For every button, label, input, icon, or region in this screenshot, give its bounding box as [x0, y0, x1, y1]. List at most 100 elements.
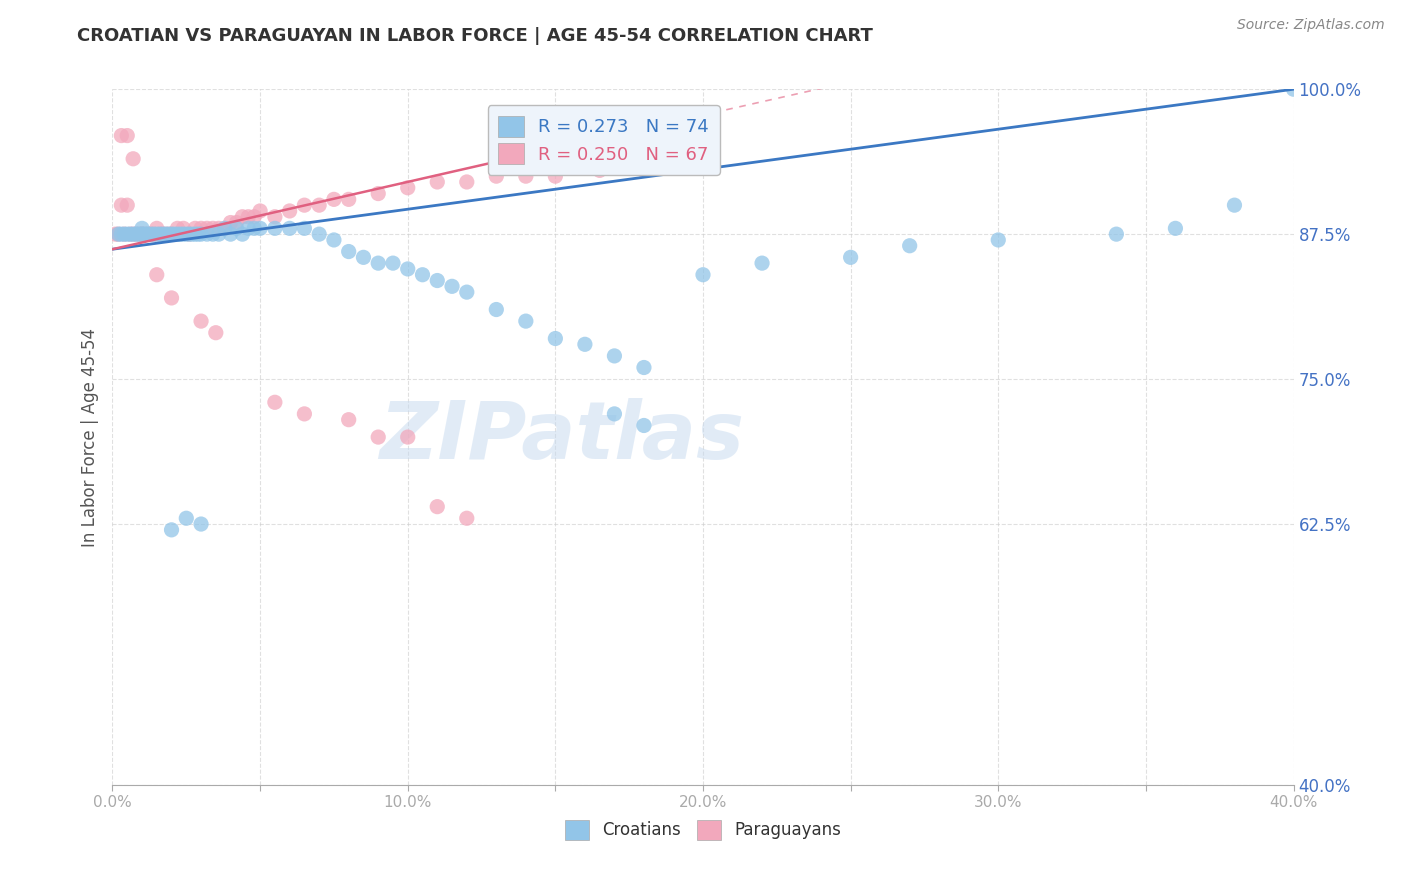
Point [122, 227, 145, 242]
Point [544, 332, 567, 346]
Text: ZIPatlas: ZIPatlas [378, 398, 744, 476]
Point [179, 227, 201, 242]
Point [190, 227, 212, 242]
Point [544, 169, 567, 184]
Point [181, 227, 204, 242]
Point [125, 227, 148, 242]
Point [128, 227, 150, 242]
Point [264, 395, 287, 409]
Point [131, 221, 153, 235]
Point [117, 198, 138, 212]
Text: CROATIAN VS PARAGUAYAN IN LABOR FORCE | AGE 45-54 CORRELATION CHART: CROATIAN VS PARAGUAYAN IN LABOR FORCE | … [77, 27, 873, 45]
Point [1164, 221, 1187, 235]
Point [160, 291, 183, 305]
Point [184, 227, 207, 242]
Point [243, 221, 266, 235]
Point [122, 227, 145, 242]
Point [131, 227, 153, 242]
Point [1282, 82, 1305, 96]
Point [120, 227, 142, 242]
Point [337, 413, 360, 427]
Point [157, 227, 180, 242]
Point [166, 221, 188, 235]
Point [131, 227, 153, 242]
Point [382, 256, 405, 270]
Point [323, 193, 346, 207]
Point [264, 221, 287, 235]
Point [308, 227, 330, 242]
Point [278, 221, 301, 235]
Point [134, 227, 156, 242]
Point [214, 221, 236, 235]
Point [134, 227, 156, 242]
Point [426, 274, 449, 288]
Point [131, 227, 153, 242]
Point [155, 227, 177, 242]
Point [139, 227, 162, 242]
Point [264, 210, 287, 224]
Point [396, 430, 419, 444]
Point [225, 216, 247, 230]
Point [485, 169, 508, 184]
Point [107, 227, 129, 242]
Point [131, 227, 153, 242]
Point [987, 233, 1010, 247]
Point [292, 221, 315, 235]
Point [367, 256, 389, 270]
Point [112, 227, 135, 242]
Point [146, 227, 169, 242]
Point [456, 285, 478, 300]
Point [142, 227, 165, 242]
Point [169, 227, 191, 242]
Point [692, 268, 714, 282]
Point [231, 210, 253, 224]
Point [839, 251, 862, 265]
Point [426, 175, 449, 189]
Point [120, 227, 142, 242]
Point [166, 227, 188, 242]
Point [633, 360, 655, 375]
Point [751, 256, 773, 270]
Point [208, 221, 231, 235]
Point [172, 221, 194, 235]
Point [195, 227, 218, 242]
Point [214, 221, 236, 235]
Point [249, 221, 271, 235]
Point [238, 210, 260, 224]
Point [146, 221, 169, 235]
Point [110, 128, 132, 143]
Point [633, 418, 655, 433]
Point [456, 511, 478, 525]
Point [603, 349, 626, 363]
Point [456, 175, 478, 189]
Point [128, 227, 150, 242]
Point [190, 221, 212, 235]
Point [205, 326, 228, 340]
Point [411, 268, 433, 282]
Point [112, 227, 135, 242]
Point [174, 227, 197, 242]
Point [367, 430, 389, 444]
Point [292, 198, 315, 212]
Point [352, 251, 374, 265]
Point [292, 407, 315, 421]
Point [160, 227, 183, 242]
Point [225, 221, 247, 235]
Y-axis label: In Labor Force | Age 45-54: In Labor Force | Age 45-54 [80, 327, 98, 547]
Point [308, 198, 330, 212]
Point [574, 337, 596, 351]
Point [157, 227, 180, 242]
Point [485, 302, 508, 317]
Point [426, 500, 449, 514]
Point [208, 227, 231, 242]
Point [172, 227, 194, 242]
Point [110, 198, 132, 212]
Point [396, 181, 419, 195]
Point [149, 227, 172, 242]
Point [187, 227, 209, 242]
Point [110, 227, 132, 242]
Point [337, 244, 360, 259]
Point [190, 517, 212, 532]
Point [152, 227, 174, 242]
Point [139, 227, 162, 242]
